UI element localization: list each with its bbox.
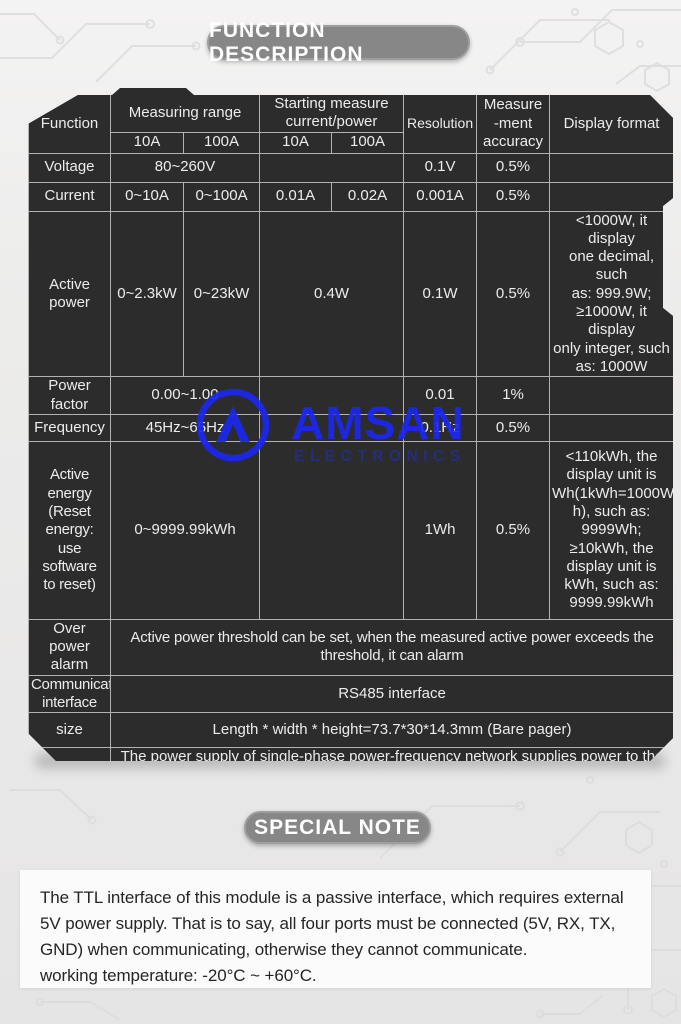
spec-table: Function Measuring range Starting measur… — [28, 95, 674, 761]
current-display-empty — [549, 181, 673, 212]
table-row-power-factor: Power factor 0.00~1.00 0.01 1% — [28, 376, 673, 415]
active-power-range-10a: 0~2.3kW — [110, 210, 184, 378]
frequency-starting-empty — [259, 413, 405, 442]
function-description-badge: FUNCTION DESCRIPTION — [207, 19, 470, 66]
current-start-100a: 0.02A — [331, 181, 405, 212]
voltage-resolution: 0.1V — [403, 152, 478, 183]
special-note-box: The TTL interface of this module is a pa… — [20, 870, 651, 988]
power-factor-label: Power factor — [28, 376, 111, 415]
amsan-circle-a-icon — [196, 388, 270, 462]
table-row-active-power: Active power 0~2.3kW 0~23kW 0.4W 0.1W 0.… — [28, 210, 673, 378]
active-energy-starting-empty — [259, 440, 405, 620]
frequency-display-empty — [549, 413, 673, 442]
power-supply-value: The power supply of single-phase power-f… — [109, 747, 673, 761]
active-energy-resolution: 1Wh — [403, 440, 478, 620]
current-start-10a: 0.01A — [259, 181, 333, 212]
current-label: Current — [28, 181, 111, 212]
header-measuring-range: Measuring range — [109, 95, 261, 133]
spec-table-panel: Function Measuring range Starting measur… — [28, 88, 673, 761]
special-note-title: SPECIAL NOTE — [254, 815, 421, 839]
power-factor-starting-empty — [259, 376, 405, 415]
current-range-10a: 0~10A — [110, 181, 184, 212]
header-starting-measure: Starting measure current/power — [259, 95, 405, 133]
header-measurement-accuracy: Measure -ment accuracy — [476, 95, 551, 154]
current-accuracy: 0.5% — [476, 181, 551, 212]
voltage-accuracy: 0.5% — [476, 152, 551, 183]
over-power-alarm-label: Over power alarm — [28, 618, 111, 676]
active-power-label: Active power — [28, 210, 111, 378]
active-energy-range: 0~9999.99kWh — [109, 440, 261, 620]
amsan-brand-text: AMSAN — [291, 397, 465, 449]
table-row-active-energy: Active energy (Reset energy: use softwar… — [28, 440, 673, 620]
amsan-logo: AMSAN ELECTRONICS — [196, 388, 466, 465]
header-display-format: Display format — [549, 95, 673, 154]
special-note-text: The TTL interface of this module is a pa… — [40, 888, 624, 985]
table-header-row-1: Function Measuring range Starting measur… — [28, 95, 673, 154]
voltage-label: Voltage — [28, 152, 111, 183]
over-power-alarm-value: Active power threshold can be set, when … — [109, 618, 673, 676]
size-label: size — [28, 712, 111, 749]
active-energy-label: Active energy (Reset energy: use softwar… — [28, 440, 111, 620]
power-factor-accuracy: 1% — [476, 376, 551, 415]
table-header-row-2: 10A 100A 10A 100A — [29, 131, 674, 154]
voltage-display-empty — [549, 152, 673, 183]
active-power-range-100a: 0~23kW — [182, 210, 261, 378]
table-row-size: size Length * width * height=73.7*30*14.… — [28, 712, 673, 749]
active-power-display-format: <1000W, it display one decimal, such as:… — [549, 210, 673, 378]
current-resolution: 0.001A — [403, 181, 478, 212]
power-factor-resolution: 0.01 — [403, 376, 478, 415]
frequency-accuracy: 0.5% — [476, 413, 551, 442]
communication-value: RS485 interface — [109, 674, 673, 714]
active-power-starting: 0.4W — [259, 210, 405, 378]
table-row-over-power-alarm: Over power alarm Active power threshold … — [28, 618, 673, 676]
active-energy-display-format: <110kWh, the display unit is Wh(1kWh=100… — [549, 440, 673, 620]
voltage-range: 80~260V — [109, 152, 261, 183]
table-row-communication: Communication interface RS485 interface — [28, 674, 673, 714]
amsan-subtitle-text: ELECTRONICS — [294, 448, 466, 465]
table-row-voltage: Voltage 80~260V 0.1V 0.5% — [28, 152, 673, 183]
header-function: Function — [28, 95, 111, 154]
size-value: Length * width * height=73.7*30*14.3mm (… — [109, 712, 673, 749]
header-start-10a: 10A — [259, 131, 333, 154]
header-range-100a: 100A — [182, 131, 261, 154]
power-factor-display-empty — [549, 376, 673, 415]
active-power-accuracy: 0.5% — [476, 210, 551, 378]
active-energy-accuracy: 0.5% — [476, 440, 551, 620]
current-range-100a: 0~100A — [182, 181, 261, 212]
header-range-10a: 10A — [110, 131, 184, 154]
voltage-starting-empty — [259, 152, 405, 183]
function-description-title: FUNCTION DESCRIPTION — [209, 18, 364, 66]
special-note-badge: SPECIAL NOTE — [244, 811, 431, 844]
table-row-current: Current 0~10A 0~100A 0.01A 0.02A 0.001A … — [28, 181, 673, 212]
active-power-resolution: 0.1W — [403, 210, 478, 378]
communication-label: Communication interface — [28, 674, 111, 714]
header-resolution: Resolution — [403, 95, 478, 154]
header-start-100a: 100A — [331, 131, 405, 154]
frequency-label: Frequency — [28, 413, 111, 442]
